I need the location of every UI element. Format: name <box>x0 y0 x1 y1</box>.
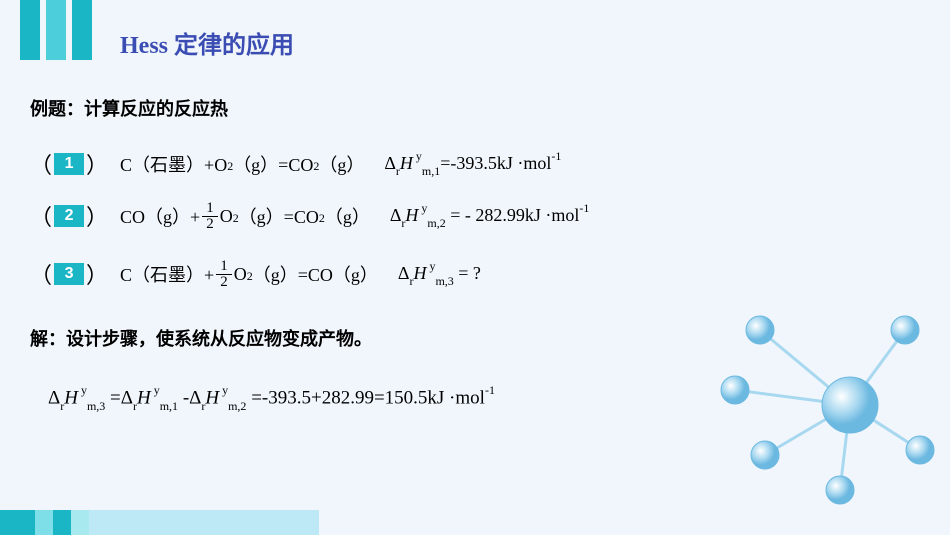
delta-h: ΔrH ym,1=-393.5kJ ·mol-1 <box>384 151 561 178</box>
top-accent-bars <box>20 0 92 60</box>
bottom-accent-bars <box>0 510 319 535</box>
accent-bar <box>0 510 35 535</box>
equation-number: （ 2 ） <box>30 200 108 232</box>
molecule-decoration <box>690 275 940 505</box>
equation-number: （ 1 ） <box>30 148 108 180</box>
sup: -1 <box>485 383 495 397</box>
sub: m,3 <box>87 399 105 413</box>
accent-bar <box>89 510 319 535</box>
accent-bar <box>35 510 53 535</box>
equation-row: （ 1 ） C（石墨）+O2（g）=CO2（g） ΔrH ym,1=-393.5… <box>30 148 561 180</box>
equation-lhs: C（石墨）+O2（g）=CO2（g） <box>120 151 364 177</box>
accent-bar <box>71 510 89 535</box>
accent-bar <box>72 0 92 60</box>
equation-row: （ 3 ） C（石墨）+12O2（g）=CO（g） ΔrH ym,3 = ? <box>30 258 481 290</box>
delta-h: ΔrH ym,2 = - 282.99kJ ·mol-1 <box>390 203 590 230</box>
sub: m,2 <box>228 399 246 413</box>
page-title: Hess 定律的应用 <box>120 25 294 60</box>
example-prompt: 例题：计算反应的反应热 <box>30 95 228 121</box>
accent-bar <box>20 0 40 60</box>
solution-label: 解：设计步骤，使系统从反应物变成产物。 <box>30 325 372 351</box>
accent-bar <box>53 510 71 535</box>
equation-lhs: CO（g）+12O2（g）=CO2（g） <box>120 201 370 232</box>
sub: m,1 <box>160 399 178 413</box>
accent-bar <box>46 0 66 60</box>
equation-row: （ 2 ） CO（g）+12O2（g）=CO2（g） ΔrH ym,2 = - … <box>30 200 589 232</box>
solution-equation: ΔrH ym,3 =ΔrH ym,1 -ΔrH ym,2 =-393.5+282… <box>48 385 495 412</box>
equation-lhs: C（石墨）+12O2（g）=CO（g） <box>120 259 378 290</box>
delta-h: ΔrH ym,3 = ? <box>398 261 481 288</box>
equation-number: （ 3 ） <box>30 258 108 290</box>
solution-value: =-393.5+282.99=150.5kJ ·mol <box>251 387 485 408</box>
